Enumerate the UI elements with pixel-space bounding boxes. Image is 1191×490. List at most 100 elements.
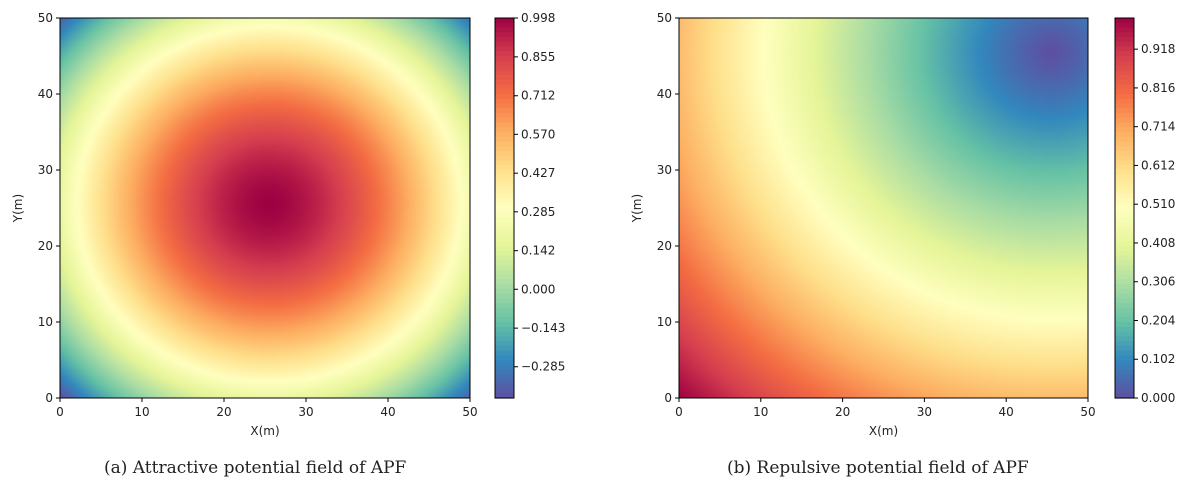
colorbar-segment xyxy=(495,322,514,328)
colorbar-segment xyxy=(495,265,514,271)
colorbar-segment xyxy=(1115,284,1134,290)
colorbar-segment xyxy=(1115,369,1134,375)
colorbar-segment xyxy=(1115,203,1134,209)
colorbar-segment xyxy=(1115,198,1134,204)
colorbar-segment xyxy=(495,113,514,119)
colorbar-segment xyxy=(1115,231,1134,238)
colorbar-segment xyxy=(1115,151,1134,157)
colorbar-segment xyxy=(495,51,514,57)
colorbar-segment xyxy=(1115,298,1134,304)
colorbar-segment xyxy=(1115,60,1134,67)
colorbar-tick-label: 0.855 xyxy=(521,50,555,64)
colorbar-segment xyxy=(1115,108,1134,114)
colorbar-segment xyxy=(495,22,514,29)
colorbar-segment xyxy=(495,350,514,356)
colorbar-segment xyxy=(1115,146,1134,152)
colorbar-segment xyxy=(495,355,514,361)
x-tick-label: 20 xyxy=(216,405,231,419)
colorbar-segment xyxy=(495,231,514,238)
colorbar-segment xyxy=(1115,208,1134,214)
colorbar-tick-label: 0.306 xyxy=(1141,275,1175,289)
colorbar-segment xyxy=(1115,379,1134,385)
colorbar-segment xyxy=(495,32,514,38)
colorbar-segment xyxy=(495,170,514,176)
colorbar-segment xyxy=(495,393,514,399)
colorbar-segment xyxy=(495,198,514,204)
colorbar-segment xyxy=(1115,246,1134,252)
colorbar-segment xyxy=(495,70,514,76)
colorbar-segment xyxy=(495,136,514,143)
colorbar-segment xyxy=(1115,75,1134,81)
colorbar-segment xyxy=(1115,255,1134,261)
colorbar-segment xyxy=(1115,174,1134,181)
colorbar-segment xyxy=(1115,331,1134,337)
y-tick-label: 10 xyxy=(657,315,672,329)
colorbar-segment xyxy=(1115,84,1134,90)
colorbar-segment xyxy=(1115,345,1134,352)
x-tick-label: 10 xyxy=(134,405,149,419)
colorbar-segment xyxy=(1115,212,1134,219)
colorbar-segment xyxy=(495,236,514,242)
colorbar-segment xyxy=(1115,326,1134,333)
figure-svg: 0 10 20 30 40 50 0 10 20 30 40 50 X(m) Y(m) 0.998 0.855… xyxy=(11,11,1175,438)
colorbar-segment xyxy=(495,341,514,347)
colorbar-segment xyxy=(495,127,514,133)
colorbar-segment xyxy=(1115,41,1134,48)
colorbar-segment xyxy=(495,279,514,285)
colorbar-segment xyxy=(1115,217,1134,223)
colorbar-tick-label: 0.570 xyxy=(521,127,555,141)
colorbar-segment xyxy=(495,284,514,290)
colorbar-segment xyxy=(495,383,514,390)
colorbar-segment xyxy=(495,151,514,157)
colorbar-tick-label: 0.427 xyxy=(521,166,555,180)
colorbar-segment xyxy=(495,27,514,33)
colorbar-segment xyxy=(495,184,514,190)
chart-panel-1: 0 10 20 30 40 50 0 10 20 30 40 50 X(m) Y(m) 0.918 0.816… xyxy=(630,11,1175,438)
colorbar-segment xyxy=(1115,336,1134,342)
colorbar-segment xyxy=(1115,312,1134,318)
heatmap-image xyxy=(60,18,470,398)
colorbar-segment xyxy=(1115,56,1134,62)
colorbar-segment xyxy=(1115,274,1134,280)
colorbar-segment xyxy=(495,307,514,314)
colorbar-segment xyxy=(495,298,514,304)
colorbar-segment xyxy=(1115,350,1134,356)
colorbar-segment xyxy=(1115,27,1134,33)
colorbar-segment xyxy=(495,79,514,86)
colorbar-tick-label: 0.714 xyxy=(1141,120,1175,134)
colorbar-segment xyxy=(1115,127,1134,133)
y-axis-label: Y(m) xyxy=(11,194,25,223)
colorbar-segment xyxy=(495,203,514,209)
colorbar-segment xyxy=(1115,32,1134,38)
colorbar-segment xyxy=(1115,117,1134,124)
colorbar-segment xyxy=(495,46,514,52)
colorbar-segment xyxy=(495,117,514,124)
x-axis-label: X(m) xyxy=(869,424,898,438)
x-axis-label: X(m) xyxy=(250,424,279,438)
colorbar-segment xyxy=(495,217,514,223)
caption-b: (b) Repulsive potential field of APF xyxy=(727,458,1029,478)
colorbar-segment xyxy=(495,108,514,114)
colorbar-tick-label: 0.612 xyxy=(1141,158,1175,172)
x-tick-label: 30 xyxy=(298,405,313,419)
colorbar-segment xyxy=(1115,193,1134,200)
colorbar-segment xyxy=(495,379,514,385)
colorbar-segment xyxy=(1115,70,1134,76)
colorbar-segment xyxy=(495,160,514,166)
colorbar-segment xyxy=(495,326,514,333)
colorbar-segment xyxy=(495,303,514,309)
colorbar-tick-label: 0.816 xyxy=(1141,81,1175,95)
colorbar-segment xyxy=(495,75,514,81)
colorbar-segment xyxy=(1115,222,1134,228)
colorbar-segment xyxy=(495,132,514,138)
colorbar-segment xyxy=(1115,160,1134,166)
y-tick-label: 0 xyxy=(664,391,672,405)
x-tick-label: 40 xyxy=(999,405,1014,419)
colorbar-segment xyxy=(1115,37,1134,43)
colorbar-tick-label: 0.918 xyxy=(1141,42,1175,56)
colorbar-segment xyxy=(1115,65,1134,71)
colorbar-segment xyxy=(1115,51,1134,57)
x-tick-label: 30 xyxy=(917,405,932,419)
colorbar-segment xyxy=(1115,250,1134,257)
colorbar-segment xyxy=(495,374,514,380)
